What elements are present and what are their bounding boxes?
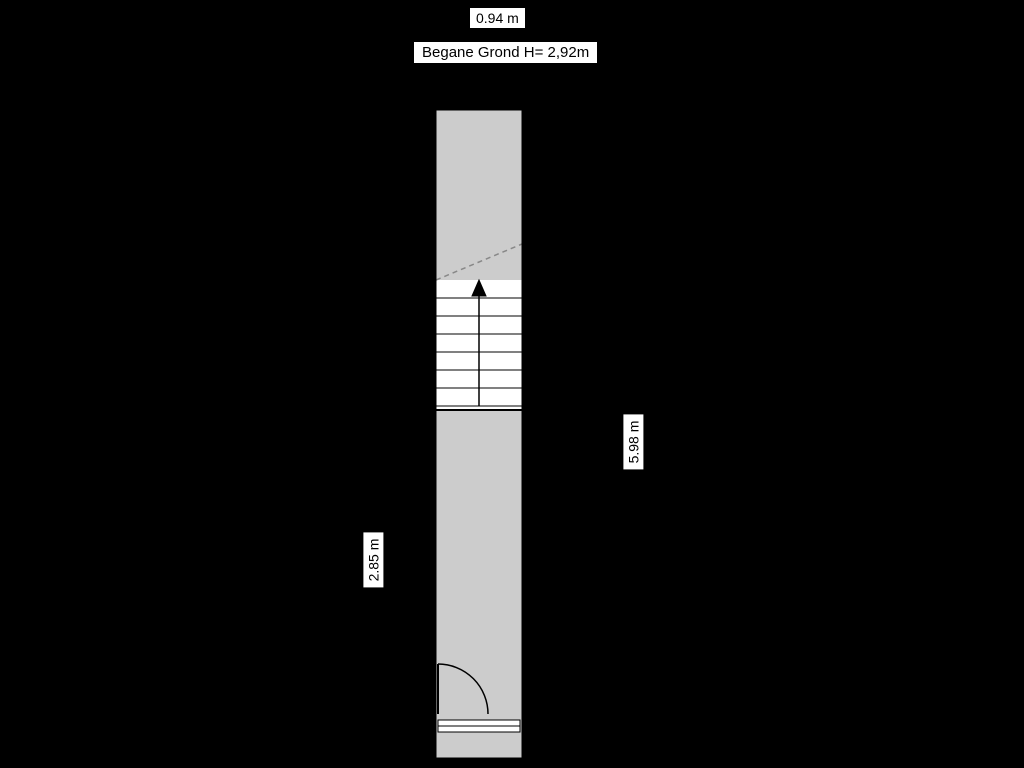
floorplan-svg xyxy=(0,0,1024,768)
floorplan-canvas: 0.94 m Begane Grond H= 2,92m 2.85 m 5.98… xyxy=(0,0,1024,768)
interior-fill xyxy=(436,110,522,758)
